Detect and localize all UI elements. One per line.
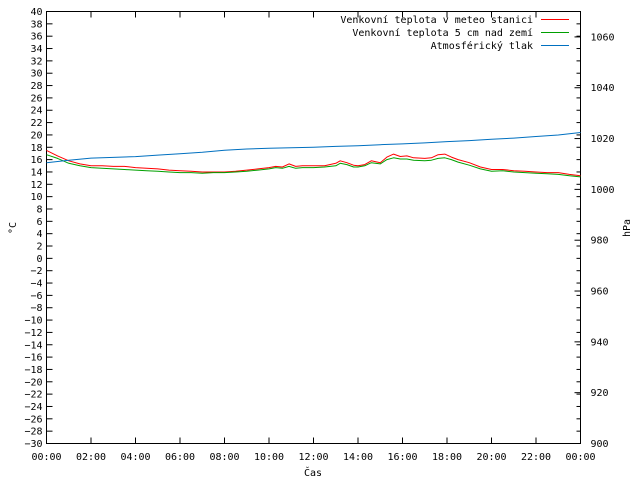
y-tick-label: −4	[30, 279, 42, 290]
x-tick-label: 00:00	[31, 452, 61, 463]
x-tick-label: 12:00	[298, 452, 328, 463]
y-tick-label: −6	[30, 291, 42, 302]
y2-tick-label: 920	[591, 388, 609, 399]
y-tick-label: −16	[24, 353, 42, 364]
y2-tick-label: 980	[591, 236, 609, 247]
y-tick-label: 4	[36, 229, 42, 240]
y-tick-label: 16	[30, 155, 42, 166]
x-axis-ticks: 00:00 02:00 04:00 06:00 08:00 10:00 12:00 14:00…	[31, 11, 596, 463]
x-tick-label: 00:00	[565, 452, 595, 463]
y-tick-label: −30	[24, 439, 42, 450]
x-tick-label: 04:00	[120, 452, 150, 463]
y2-axis-ticks: 1060 1040 1020 1000 980 960 940 920 900	[574, 32, 615, 450]
legend-label-2: Venkovní teplota 5 cm nad zemí	[352, 27, 533, 39]
y-tick-label: 36	[30, 32, 42, 43]
y-tick-label: 0	[36, 254, 42, 265]
x-tick-label: 20:00	[476, 452, 506, 463]
y-tick-label: −8	[30, 303, 42, 314]
x-tick-label: 06:00	[165, 452, 195, 463]
y-tick-label: −18	[24, 365, 42, 376]
y2-tick-label: 1020	[591, 134, 615, 145]
y-tick-label: −26	[24, 414, 42, 425]
x-tick-label: 18:00	[432, 452, 462, 463]
y-axis-label: °C	[8, 222, 19, 234]
y-tick-label: −12	[24, 328, 42, 339]
legend: Venkovní teplota v meteo staniciVenkovní…	[340, 14, 569, 52]
x-tick-label: 10:00	[254, 452, 284, 463]
y-tick-label: 18	[30, 143, 42, 154]
y-axis-ticks: 4038363432302826242220181614121086420−2−…	[24, 7, 581, 450]
y2-tick-label: 1060	[591, 32, 615, 43]
x-axis-label: Čas	[304, 466, 322, 479]
y-tick-label: 10	[30, 192, 42, 203]
y-tick-label: 20	[30, 130, 42, 141]
x-tick-label: 02:00	[76, 452, 106, 463]
y-tick-label: 28	[30, 81, 42, 92]
y2-tick-label: 1040	[591, 83, 615, 94]
y-tick-label: 38	[30, 19, 42, 30]
y-tick-label: 2	[36, 242, 42, 253]
y-tick-label: 24	[30, 106, 42, 117]
y-tick-label: −10	[24, 316, 42, 327]
x-tick-label: 22:00	[521, 452, 551, 463]
y-tick-label: −28	[24, 427, 42, 438]
y2-axis-label: hPa	[622, 219, 633, 237]
y-tick-label: −2	[30, 266, 42, 277]
y2-tick-label: 940	[591, 337, 609, 348]
x-tick-label: 16:00	[387, 452, 417, 463]
y-tick-label: 22	[30, 118, 42, 129]
y-tick-label: 30	[30, 69, 42, 80]
series-line-3	[46, 132, 581, 164]
y-tick-label: 34	[30, 44, 42, 55]
x-tick-label: 14:00	[343, 452, 373, 463]
y-tick-label: 6	[36, 217, 42, 228]
y-tick-label: −14	[24, 340, 42, 351]
y2-tick-label: 960	[591, 287, 609, 298]
series-lines	[46, 132, 581, 178]
y-tick-label: −20	[24, 377, 42, 388]
x-tick-label: 08:00	[209, 452, 239, 463]
plot-frame	[46, 11, 581, 444]
legend-label-3: Atmosférický tlak	[431, 40, 533, 52]
y-tick-label: 32	[30, 56, 42, 67]
series-line-1	[46, 149, 581, 177]
y-tick-label: 14	[30, 167, 42, 178]
series-line-2	[46, 154, 581, 178]
y-tick-label: −22	[24, 390, 42, 401]
y-tick-label: 26	[30, 93, 42, 104]
legend-label-1: Venkovní teplota v meteo stanici	[340, 14, 533, 26]
y2-tick-label: 900	[591, 439, 609, 450]
y-tick-label: 8	[36, 204, 42, 215]
y-tick-label: 40	[30, 7, 42, 18]
y-tick-label: 12	[30, 180, 42, 191]
y2-tick-label: 1000	[591, 185, 615, 196]
y-tick-label: −24	[24, 402, 42, 413]
